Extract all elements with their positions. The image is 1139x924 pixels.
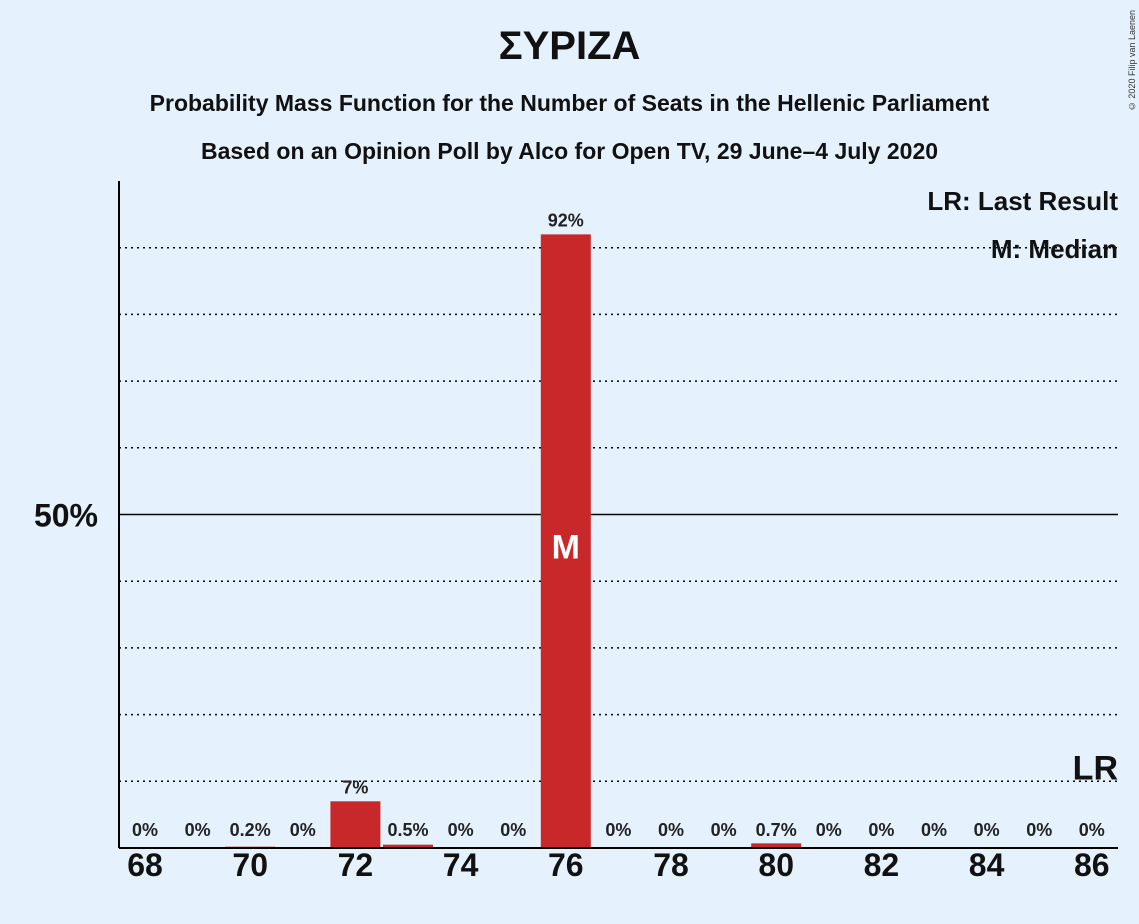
bar-value-label: 0% <box>185 820 211 840</box>
bar <box>540 234 591 849</box>
bar-value-label: 0% <box>605 820 631 840</box>
median-marker: M <box>552 529 580 567</box>
last-result-marker: LR <box>1073 749 1118 787</box>
bar-value-label: 0% <box>290 820 316 840</box>
bar-value-label: 0% <box>711 820 737 840</box>
bar-value-label: 0% <box>921 820 947 840</box>
y-tick-label: 50% <box>34 498 98 534</box>
bar-value-label: 0% <box>448 820 474 840</box>
bar-value-label: 0% <box>868 820 894 840</box>
bar-value-label: 0% <box>1079 820 1105 840</box>
chart-title: ΣΥΡΙΖΑ <box>498 24 641 68</box>
bar-value-label: 0.2% <box>230 820 271 840</box>
chart-subtitle-line-1: Probability Mass Function for the Number… <box>149 90 990 116</box>
x-tick-label: 82 <box>864 847 900 883</box>
bar-value-label: 0% <box>658 820 684 840</box>
bar-value-label: 0.5% <box>387 820 428 840</box>
legend-last-result: LR: Last Result <box>927 186 1118 216</box>
bar-value-label: 0% <box>974 820 1000 840</box>
chart-subtitle-line-2: Based on an Opinion Poll by Alco for Ope… <box>200 138 939 164</box>
bar-value-label: 0% <box>1026 820 1052 840</box>
bar <box>330 801 381 848</box>
bar <box>383 844 433 848</box>
x-tick-label: 78 <box>653 847 689 883</box>
bar-value-label: 0% <box>132 820 158 840</box>
x-tick-label: 72 <box>338 847 374 883</box>
bar-value-label: 7% <box>342 777 368 797</box>
bar-value-label: 0.7% <box>756 820 797 840</box>
x-tick-label: 86 <box>1074 847 1110 883</box>
x-tick-label: 76 <box>548 847 584 883</box>
legend-median: M: Median <box>991 234 1118 264</box>
x-tick-label: 70 <box>232 847 268 883</box>
x-tick-label: 80 <box>758 847 794 883</box>
bar-value-label: 92% <box>548 210 584 230</box>
x-tick-label: 74 <box>443 847 479 883</box>
x-tick-label: 84 <box>969 847 1005 883</box>
bar-value-label: 0% <box>500 820 526 840</box>
x-tick-label: 68 <box>127 847 163 883</box>
bar <box>751 843 802 848</box>
bar-value-label: 0% <box>816 820 842 840</box>
